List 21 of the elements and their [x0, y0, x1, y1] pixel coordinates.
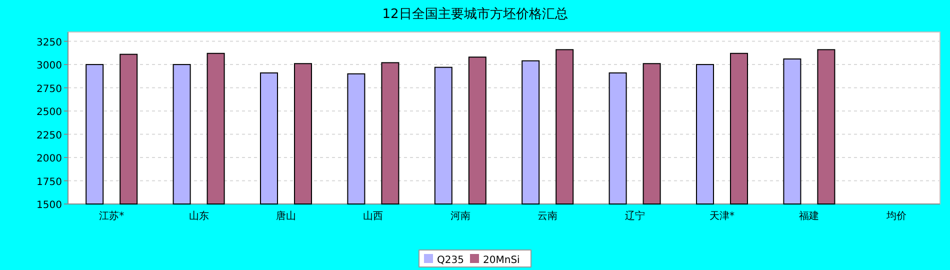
y-tick-label: 2000 — [36, 154, 62, 165]
legend-label: Q235 — [437, 255, 464, 266]
x-tick-label: 均价 — [885, 210, 906, 222]
x-tick-label: 云南 — [538, 210, 558, 222]
legend-label: 20MnSi — [483, 255, 520, 266]
chart-title: 12日全国主要城市方坯价格汇总 — [382, 6, 568, 22]
y-tick-label: 3000 — [36, 60, 62, 72]
y-tick-label: 1750 — [36, 176, 62, 188]
x-tick-label: 河南 — [450, 210, 470, 222]
x-tick-label: 江苏* — [99, 210, 124, 222]
y-tick-label: 2250 — [36, 130, 62, 142]
x-tick-label: 辽宁 — [624, 210, 645, 222]
y-tick-label: 3250 — [36, 37, 62, 48]
x-tick-label: 山西 — [363, 210, 384, 222]
x-tick-label: 唐山 — [276, 210, 296, 222]
x-tick-label: 福建 — [799, 210, 820, 222]
y-tick-label: 1500 — [36, 200, 62, 211]
x-tick-label: 山东 — [188, 210, 209, 222]
y-tick-label: 2500 — [36, 107, 62, 118]
y-tick-label: 2750 — [36, 84, 62, 95]
x-tick-label: 天津* — [710, 210, 734, 222]
